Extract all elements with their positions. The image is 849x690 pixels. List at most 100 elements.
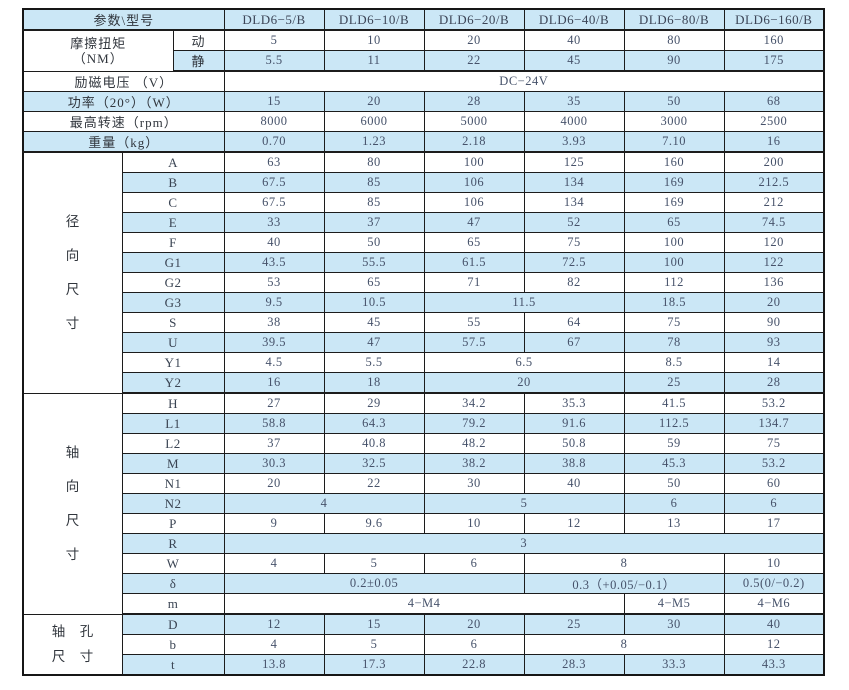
value-cell: 11.5 [423, 292, 625, 313]
row-label-excitation-voltage: 励磁电压 （V） [22, 70, 225, 92]
value-cell: 2500 [723, 111, 825, 132]
value-cell: 136 [723, 272, 825, 293]
value-cell: 10.5 [323, 292, 425, 313]
model-header: DLD6−40/B [523, 8, 625, 31]
row-dim-B: B 67.5 85 106 134 169 212.5 [23, 172, 825, 193]
value-cell: 106 [423, 172, 525, 193]
value-cell: 160 [723, 29, 825, 51]
value-cell: 65 [323, 272, 425, 293]
row-max-speed: 最高转速（rpm） 8000 6000 5000 4000 3000 2500 [22, 111, 825, 132]
header-row: 参数\型号 DLD6−5/B DLD6−10/B DLD6−20/B DLD6−40/B… [22, 8, 825, 31]
dim-label: L1 [121, 413, 225, 434]
dim-label: A [121, 151, 225, 173]
value-cell: 5 [223, 29, 325, 51]
value-cell: 22 [423, 50, 525, 72]
row-dim-H: 轴向尺寸 H 27 29 34.2 35.3 41.5 53.2 [22, 392, 825, 615]
row-dim-D: 轴 孔尺 寸 D 12 15 20 25 30 40 [22, 613, 825, 676]
value-cell: 200 [723, 151, 825, 173]
row-dim-W: W 4 5 6 8 10 [23, 553, 825, 574]
value-cell: 74.5 [723, 212, 825, 233]
value-cell: 38 [223, 312, 325, 333]
row-dim-S: S 38 45 55 64 75 90 [23, 312, 825, 333]
value-cell: 79.2 [423, 413, 525, 434]
value-cell: 75 [723, 433, 825, 454]
value-cell: 67.5 [223, 172, 325, 193]
dim-label: b [121, 634, 225, 655]
row-dim-t: t 13.8 17.3 22.8 28.3 33.3 43.3 [23, 654, 825, 676]
value-cell: 12 [223, 613, 325, 635]
value-cell: 64 [523, 312, 625, 333]
value-cell: 2.18 [423, 131, 525, 153]
value-cell: 43.5 [223, 252, 325, 273]
value-cell: 33 [223, 212, 325, 233]
value-cell: 30 [423, 473, 525, 494]
value-cell: 17.3 [323, 654, 425, 676]
value-cell: 40 [723, 613, 825, 635]
value-cell: 18.5 [623, 292, 725, 313]
value-cell: 6 [623, 493, 725, 514]
value-cell: 20 [423, 372, 625, 394]
value-cell: 25 [623, 372, 725, 394]
value-cell: 25 [523, 613, 625, 635]
value-cell: 20 [723, 292, 825, 313]
row-power: 功率（20°）（W） 15 20 28 35 50 68 [22, 91, 825, 112]
dim-label: E [121, 212, 225, 233]
value-cell: 5 [323, 553, 425, 574]
row-dim-Y2: Y2 16 18 20 25 28 [23, 372, 825, 394]
value-cell: 8.5 [623, 352, 725, 373]
value-cell: 134 [523, 192, 625, 213]
value-cell: 20 [323, 91, 425, 112]
row-dim-b: b 4 5 6 8 12 [23, 634, 825, 655]
value-cell: 4000 [523, 111, 625, 132]
value-cell: 9.5 [223, 292, 325, 313]
value-cell: 40.8 [323, 433, 425, 454]
value-cell: 50 [323, 232, 425, 253]
value-cell: 85 [323, 172, 425, 193]
value-cell: 47 [423, 212, 525, 233]
value-cell: 18 [323, 372, 425, 394]
value-cell: 55 [423, 312, 525, 333]
value-cell: 100 [423, 151, 525, 173]
value-cell: 112 [623, 272, 725, 293]
value-cell: 52 [523, 212, 625, 233]
value-cell: 39.5 [223, 332, 325, 353]
row-torque-static: 静 5.5 11 22 45 90 175 [23, 50, 825, 72]
value-cell: 67.5 [223, 192, 325, 213]
value-cell: 5 [423, 493, 625, 514]
model-header: DLD6−5/B [223, 8, 325, 31]
value-cell: 4−M5 [623, 593, 725, 615]
row-label-max-speed: 最高转速（rpm） [22, 111, 225, 132]
value-cell: 160 [623, 151, 725, 173]
value-cell: 212 [723, 192, 825, 213]
value-cell: 75 [623, 312, 725, 333]
row-dim-E: E 33 37 47 52 65 74.5 [23, 212, 825, 233]
value-cell: 38.8 [523, 453, 625, 474]
dim-label: U [121, 332, 225, 353]
value-cell: 41.5 [623, 392, 725, 414]
value-cell: 61.5 [423, 252, 525, 273]
value-cell: 4 [223, 634, 325, 655]
value-cell: 4.5 [223, 352, 325, 373]
value-cell: 4 [223, 493, 425, 514]
dim-label: G2 [121, 272, 225, 293]
value-cell: 10 [323, 29, 425, 51]
value-cell: 93 [723, 332, 825, 353]
dim-label: G1 [121, 252, 225, 273]
value-cell: 50 [623, 91, 725, 112]
value-cell: 47 [323, 332, 425, 353]
dim-label: P [121, 513, 225, 534]
value-cell: 12 [523, 513, 625, 534]
value-cell: 27 [223, 392, 325, 414]
value-cell: 45 [523, 50, 625, 72]
value-cell: 55.5 [323, 252, 425, 273]
value-cell: 169 [623, 192, 725, 213]
value-cell: 6000 [323, 111, 425, 132]
value-cell: 37 [323, 212, 425, 233]
dim-label: δ [121, 573, 225, 594]
value-cell: 90 [723, 312, 825, 333]
dim-label: F [121, 232, 225, 253]
dim-label: R [121, 533, 225, 554]
value-cell: 43.3 [723, 654, 825, 676]
row-dim-G2: G2 53 65 71 82 112 136 [23, 272, 825, 293]
